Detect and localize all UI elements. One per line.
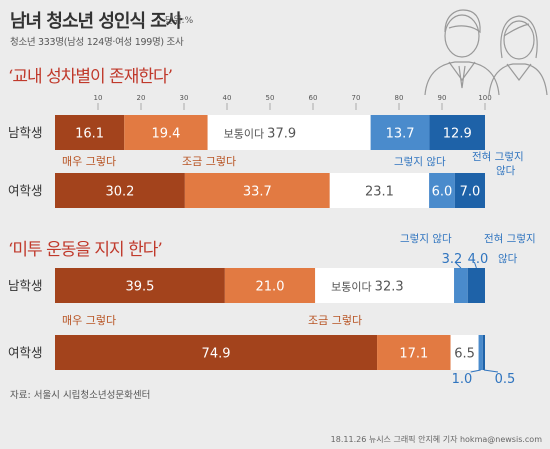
chart1-value-label-very-agree: 16.1 xyxy=(75,127,104,142)
chart1-value-label-somewhat-agree: 19.4 xyxy=(151,127,180,142)
chart2-bar-strongly-disagree xyxy=(467,268,485,303)
leader-line xyxy=(470,369,481,373)
x-tick-label: 70 xyxy=(352,94,361,102)
legend-label-strongly-disagree: 전혀 그렇지 xyxy=(472,150,524,163)
chart1-bar-strongly-disagree xyxy=(454,173,485,208)
chart2-value-label-strongly-disagree: 4.0 xyxy=(468,252,489,267)
chart2-value-label-somewhat-agree: 21.0 xyxy=(256,280,285,295)
legend-label-very-agree: 매우 그렇다 xyxy=(62,314,116,327)
chart1-bar-neutral xyxy=(329,173,430,208)
category-label: 남학생 xyxy=(8,278,43,293)
x-tick-label: 40 xyxy=(223,94,232,102)
chart1-value-label-very-agree: 30.2 xyxy=(105,185,134,200)
chart1-bar-somewhat-disagree xyxy=(429,173,455,208)
chart1-bar-somewhat-agree xyxy=(184,173,330,208)
chart1-value-label-neutral: 23.1 xyxy=(365,185,394,200)
page-title: 남녀 청소년 성인식 조사 xyxy=(10,11,182,32)
x-tick-label: 50 xyxy=(266,94,275,102)
chart1-bar-somewhat-disagree xyxy=(370,115,430,150)
chart2-bar-somewhat-disagree xyxy=(454,268,468,303)
chart2-value-label-neutral: 6.5 xyxy=(454,347,475,362)
leader-line xyxy=(473,261,477,269)
student-silhouettes-illustration xyxy=(424,9,548,96)
category-label: 여학생 xyxy=(8,183,43,198)
x-tick-label: 90 xyxy=(438,94,447,102)
legend-label-somewhat-agree: 조금 그렇다 xyxy=(182,155,236,168)
chart1-value-label-somewhat-disagree: 13.7 xyxy=(386,127,415,142)
unit-label: 단위:% xyxy=(165,16,194,26)
chart1-bar-very-agree xyxy=(55,173,185,208)
chart1-value-label-somewhat-agree: 33.7 xyxy=(243,185,272,200)
chart1-neutral-inline-label: 보통이다 xyxy=(224,128,264,141)
chart1-value-label-neutral: 37.9 xyxy=(267,127,296,142)
leader-line xyxy=(483,369,498,373)
legend-label-strongly-disagree: 전혀 그렇지 xyxy=(484,232,536,245)
chart2-value-label-somewhat-disagree: 1.0 xyxy=(452,372,473,387)
chart1-value-label-strongly-disagree: 7.0 xyxy=(460,185,481,200)
chart2-bar-somewhat-agree xyxy=(377,335,451,370)
chart2-bar-very-agree xyxy=(55,335,378,370)
chart2-bar-neutral xyxy=(450,335,479,370)
chart2-neutral-inline-label: 보통이다 xyxy=(331,281,371,294)
legend-label-strongly-disagree-2: 않다 xyxy=(496,165,516,177)
legend-label-somewhat-agree: 조금 그렇다 xyxy=(308,314,362,327)
chart1-value-label-somewhat-disagree: 6.0 xyxy=(432,185,453,200)
chart2-value-label-very-agree: 39.5 xyxy=(125,280,154,295)
legend-label-very-agree: 매우 그렇다 xyxy=(62,155,116,168)
x-tick-label: 60 xyxy=(309,94,318,102)
category-label: 남학생 xyxy=(8,125,43,140)
chart2-bar-very-agree xyxy=(55,268,225,303)
category-label: 여학생 xyxy=(8,345,43,360)
credit-line: 18.11.26 뉴시스 그래픽 안지혜 기자 hokma@newsis.com xyxy=(330,435,542,444)
chart1-bar-neutral xyxy=(207,115,371,150)
leader-line xyxy=(454,261,462,269)
chart2-bar-strongly-disagree xyxy=(482,335,485,370)
chart2-value-label-very-agree: 74.9 xyxy=(202,347,231,362)
legend-label-somewhat-disagree: 그렇지 않다 xyxy=(400,232,452,245)
chart2-bar-neutral xyxy=(315,268,455,303)
legend-label-somewhat-disagree: 그렇지 않다 xyxy=(394,155,446,168)
question-1-title: ‘교내 성차별이 존재한다’ xyxy=(8,67,173,87)
x-tick-label: 10 xyxy=(94,94,103,102)
page-subtitle: 청소년 333명(남성 124명·여성 199명) 조사 xyxy=(10,37,184,48)
chart2-bar-somewhat-disagree xyxy=(478,335,483,370)
x-tick-label: 100 xyxy=(478,94,491,102)
question-2-title: ‘미투 운동을 지지 한다’ xyxy=(8,240,163,260)
x-tick-label: 80 xyxy=(395,94,404,102)
chart2-value-label-somewhat-agree: 17.1 xyxy=(399,347,428,362)
chart2-value-label-neutral: 32.3 xyxy=(375,280,404,295)
chart2-value-label-strongly-disagree: 0.5 xyxy=(495,372,516,387)
x-tick-label: 30 xyxy=(180,94,189,102)
chart1-value-label-strongly-disagree: 12.9 xyxy=(443,127,472,142)
legend-label-strongly-disagree-2: 않다 xyxy=(498,253,518,265)
chart1-bar-very-agree xyxy=(55,115,125,150)
source-note: 자료: 서울시 시립청소년성문화센터 xyxy=(10,390,151,401)
chart1-bar-strongly-disagree xyxy=(429,115,485,150)
chart2-bar-somewhat-agree xyxy=(224,268,316,303)
chart2-value-label-somewhat-disagree: 3.2 xyxy=(442,252,463,267)
chart1-bar-somewhat-agree xyxy=(124,115,208,150)
x-tick-label: 20 xyxy=(137,94,146,102)
